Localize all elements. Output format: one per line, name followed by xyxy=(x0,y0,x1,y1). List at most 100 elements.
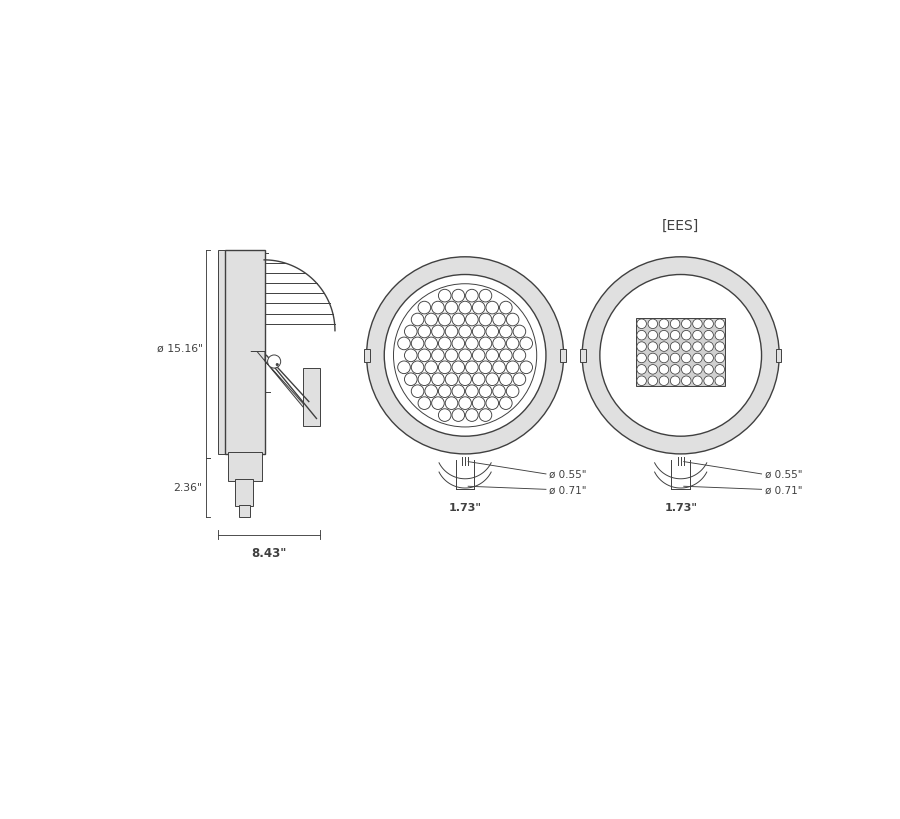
Circle shape xyxy=(681,365,691,374)
Circle shape xyxy=(693,377,702,386)
Bar xyxy=(580,350,586,362)
Circle shape xyxy=(446,350,458,362)
Circle shape xyxy=(681,342,691,352)
Bar xyxy=(636,319,725,387)
Circle shape xyxy=(465,314,478,327)
Bar xyxy=(364,350,370,362)
Circle shape xyxy=(704,365,714,374)
Circle shape xyxy=(693,342,702,352)
Circle shape xyxy=(452,337,464,351)
Circle shape xyxy=(398,337,410,351)
Bar xyxy=(238,505,250,518)
Circle shape xyxy=(425,386,437,398)
Circle shape xyxy=(681,331,691,341)
Circle shape xyxy=(500,350,512,362)
Circle shape xyxy=(465,361,478,374)
Circle shape xyxy=(425,361,437,374)
Bar xyxy=(302,369,320,427)
Circle shape xyxy=(472,373,485,386)
Circle shape xyxy=(393,284,536,428)
Circle shape xyxy=(432,373,445,386)
Circle shape xyxy=(704,319,714,329)
Circle shape xyxy=(637,377,646,386)
Circle shape xyxy=(637,319,646,329)
Circle shape xyxy=(446,302,458,314)
Circle shape xyxy=(637,342,646,352)
Bar xyxy=(776,350,781,362)
Text: 1.73": 1.73" xyxy=(448,502,482,512)
Circle shape xyxy=(670,331,680,341)
Circle shape xyxy=(479,386,491,398)
Circle shape xyxy=(693,354,702,364)
Circle shape xyxy=(418,302,431,314)
Circle shape xyxy=(715,354,724,364)
Circle shape xyxy=(472,302,485,314)
Circle shape xyxy=(472,397,485,410)
Circle shape xyxy=(438,410,451,422)
Circle shape xyxy=(459,397,472,410)
Circle shape xyxy=(599,275,761,437)
Circle shape xyxy=(513,350,526,362)
Circle shape xyxy=(500,373,512,386)
Circle shape xyxy=(648,331,658,341)
Circle shape xyxy=(486,350,499,362)
Circle shape xyxy=(520,361,533,374)
Circle shape xyxy=(681,319,691,329)
Circle shape xyxy=(486,326,499,338)
Circle shape xyxy=(715,331,724,341)
Circle shape xyxy=(479,410,491,422)
Text: ø 0.55": ø 0.55" xyxy=(765,469,802,479)
Text: 2.36": 2.36" xyxy=(174,483,203,493)
Circle shape xyxy=(715,377,724,386)
Circle shape xyxy=(452,314,464,327)
Circle shape xyxy=(507,314,519,327)
Text: ø 0.55": ø 0.55" xyxy=(549,469,587,479)
Circle shape xyxy=(452,290,464,302)
Circle shape xyxy=(418,350,431,362)
Circle shape xyxy=(486,373,499,386)
Circle shape xyxy=(452,361,464,374)
Circle shape xyxy=(267,355,281,369)
Circle shape xyxy=(472,326,485,338)
Circle shape xyxy=(404,350,417,362)
Circle shape xyxy=(438,386,451,398)
Circle shape xyxy=(648,377,658,386)
Text: [EES]: [EES] xyxy=(662,218,699,232)
Circle shape xyxy=(500,326,512,338)
Circle shape xyxy=(425,314,437,327)
Bar xyxy=(235,480,254,507)
Circle shape xyxy=(670,342,680,352)
Circle shape xyxy=(418,397,431,410)
Circle shape xyxy=(438,361,451,374)
Circle shape xyxy=(507,386,519,398)
Circle shape xyxy=(704,377,714,386)
Circle shape xyxy=(479,290,491,302)
Bar xyxy=(218,251,225,455)
Circle shape xyxy=(452,386,464,398)
Circle shape xyxy=(432,350,445,362)
Circle shape xyxy=(715,342,724,352)
Bar xyxy=(228,452,262,482)
Circle shape xyxy=(438,314,451,327)
Circle shape xyxy=(425,337,437,351)
Text: 8.43": 8.43" xyxy=(251,546,286,559)
Circle shape xyxy=(438,290,451,302)
Circle shape xyxy=(637,354,646,364)
Circle shape xyxy=(432,326,445,338)
Circle shape xyxy=(459,326,472,338)
Circle shape xyxy=(472,350,485,362)
Circle shape xyxy=(465,386,478,398)
Circle shape xyxy=(507,337,519,351)
Circle shape xyxy=(648,319,658,329)
Circle shape xyxy=(704,342,714,352)
Polygon shape xyxy=(251,352,317,419)
Circle shape xyxy=(648,342,658,352)
Circle shape xyxy=(418,326,431,338)
Circle shape xyxy=(582,257,779,455)
Circle shape xyxy=(670,365,680,374)
Circle shape xyxy=(366,257,563,455)
Circle shape xyxy=(432,397,445,410)
Bar xyxy=(560,350,566,362)
Circle shape xyxy=(693,319,702,329)
Circle shape xyxy=(693,365,702,374)
